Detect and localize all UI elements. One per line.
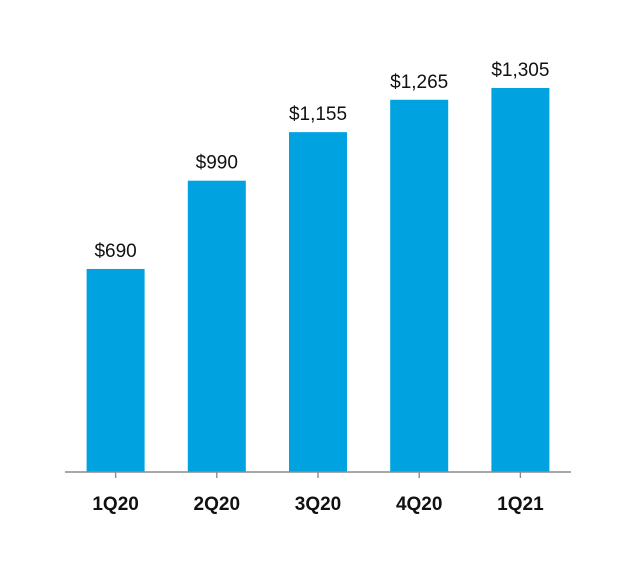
x-tick-label: 3Q20 — [295, 494, 341, 515]
bar-value-label: $990 — [196, 153, 238, 174]
bar-value-label: $1,305 — [491, 60, 549, 81]
bar-4q20 — [390, 99, 449, 473]
x-tick-label: 4Q20 — [396, 494, 442, 515]
x-tick-label: 2Q20 — [194, 494, 240, 515]
bar-2q20 — [187, 180, 246, 472]
bar-1q20 — [86, 268, 145, 472]
bar-value-label: $1,265 — [390, 72, 448, 93]
bar-value-label: $1,155 — [289, 104, 347, 125]
bar-value-label: $690 — [94, 241, 136, 262]
bar-3q20 — [289, 132, 347, 472]
x-tick-label: 1Q20 — [92, 494, 138, 515]
bar-1q21 — [491, 88, 550, 472]
x-tick-label: 1Q21 — [497, 494, 544, 515]
